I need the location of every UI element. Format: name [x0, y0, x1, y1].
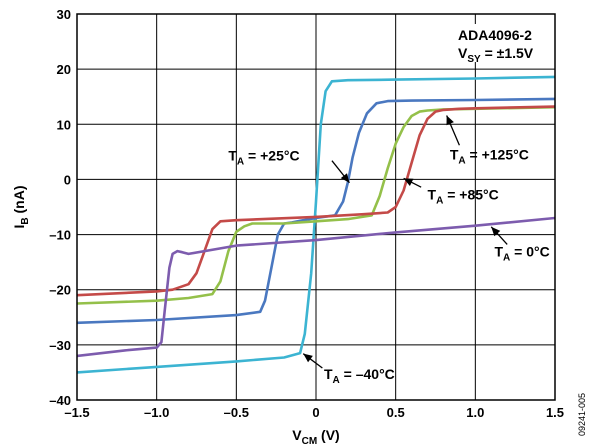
y-tick-label: –20	[49, 283, 71, 298]
annotation-arrow-head	[303, 353, 313, 363]
x-tick-label: –1.5	[64, 405, 89, 420]
series-label: TA = +125°C	[450, 147, 529, 167]
annotation-arrow-head	[491, 226, 501, 237]
series-layer	[77, 75, 555, 374]
grid-lines	[77, 14, 555, 400]
x-tick-label: 1.5	[546, 405, 564, 420]
tick-labels: –1.5 –1.0 –0.5 0 0.5 1.0 1.5 –40 –30 –20 –10 0 10 20 3…	[49, 7, 564, 420]
y-axis-label: IB (nA)	[11, 185, 31, 228]
plot-frame	[76, 13, 556, 401]
annotation-arrow-head	[340, 173, 350, 183]
series-label: TA = –40°C	[324, 366, 395, 386]
part-number-label: ADA4096-2	[458, 27, 532, 43]
annotation-arrow-head	[446, 115, 454, 126]
x-tick-label: 0.5	[387, 405, 405, 420]
x-tick-label: 1.0	[466, 405, 484, 420]
y-tick-label: 0	[64, 172, 71, 187]
series-label: TA = 0°C	[494, 244, 549, 264]
series-line-2	[77, 105, 555, 305]
x-tick-label: 0	[312, 405, 319, 420]
y-tick-label: 30	[57, 7, 71, 22]
series-line-0	[77, 75, 555, 374]
series-line-3	[77, 105, 555, 297]
x-tick-label: –1.0	[144, 405, 169, 420]
legend-box: ADA4096-2 VSY = ±1.5V	[455, 24, 551, 65]
series-label: TA = +25°C	[228, 148, 299, 168]
y-tick-label: 20	[57, 62, 71, 77]
x-tick-label: –0.5	[224, 405, 249, 420]
y-tick-label: –30	[49, 338, 71, 353]
series-line-4	[77, 216, 555, 358]
figure-code-label: 09241-005	[577, 393, 587, 436]
annotation-arrow-head	[403, 178, 414, 186]
y-tick-label: –10	[49, 228, 71, 243]
series-label: TA = +85°C	[428, 186, 499, 206]
x-axis-label: VCM (V)	[292, 427, 339, 447]
y-tick-label: 10	[57, 117, 71, 132]
y-tick-label: –40	[49, 393, 71, 408]
series-annotations: TA = –40°C TA = +25°C TA = +85°C TA = +125°…	[228, 115, 550, 386]
supply-voltage-label: VSY = ±1.5V	[458, 45, 534, 65]
